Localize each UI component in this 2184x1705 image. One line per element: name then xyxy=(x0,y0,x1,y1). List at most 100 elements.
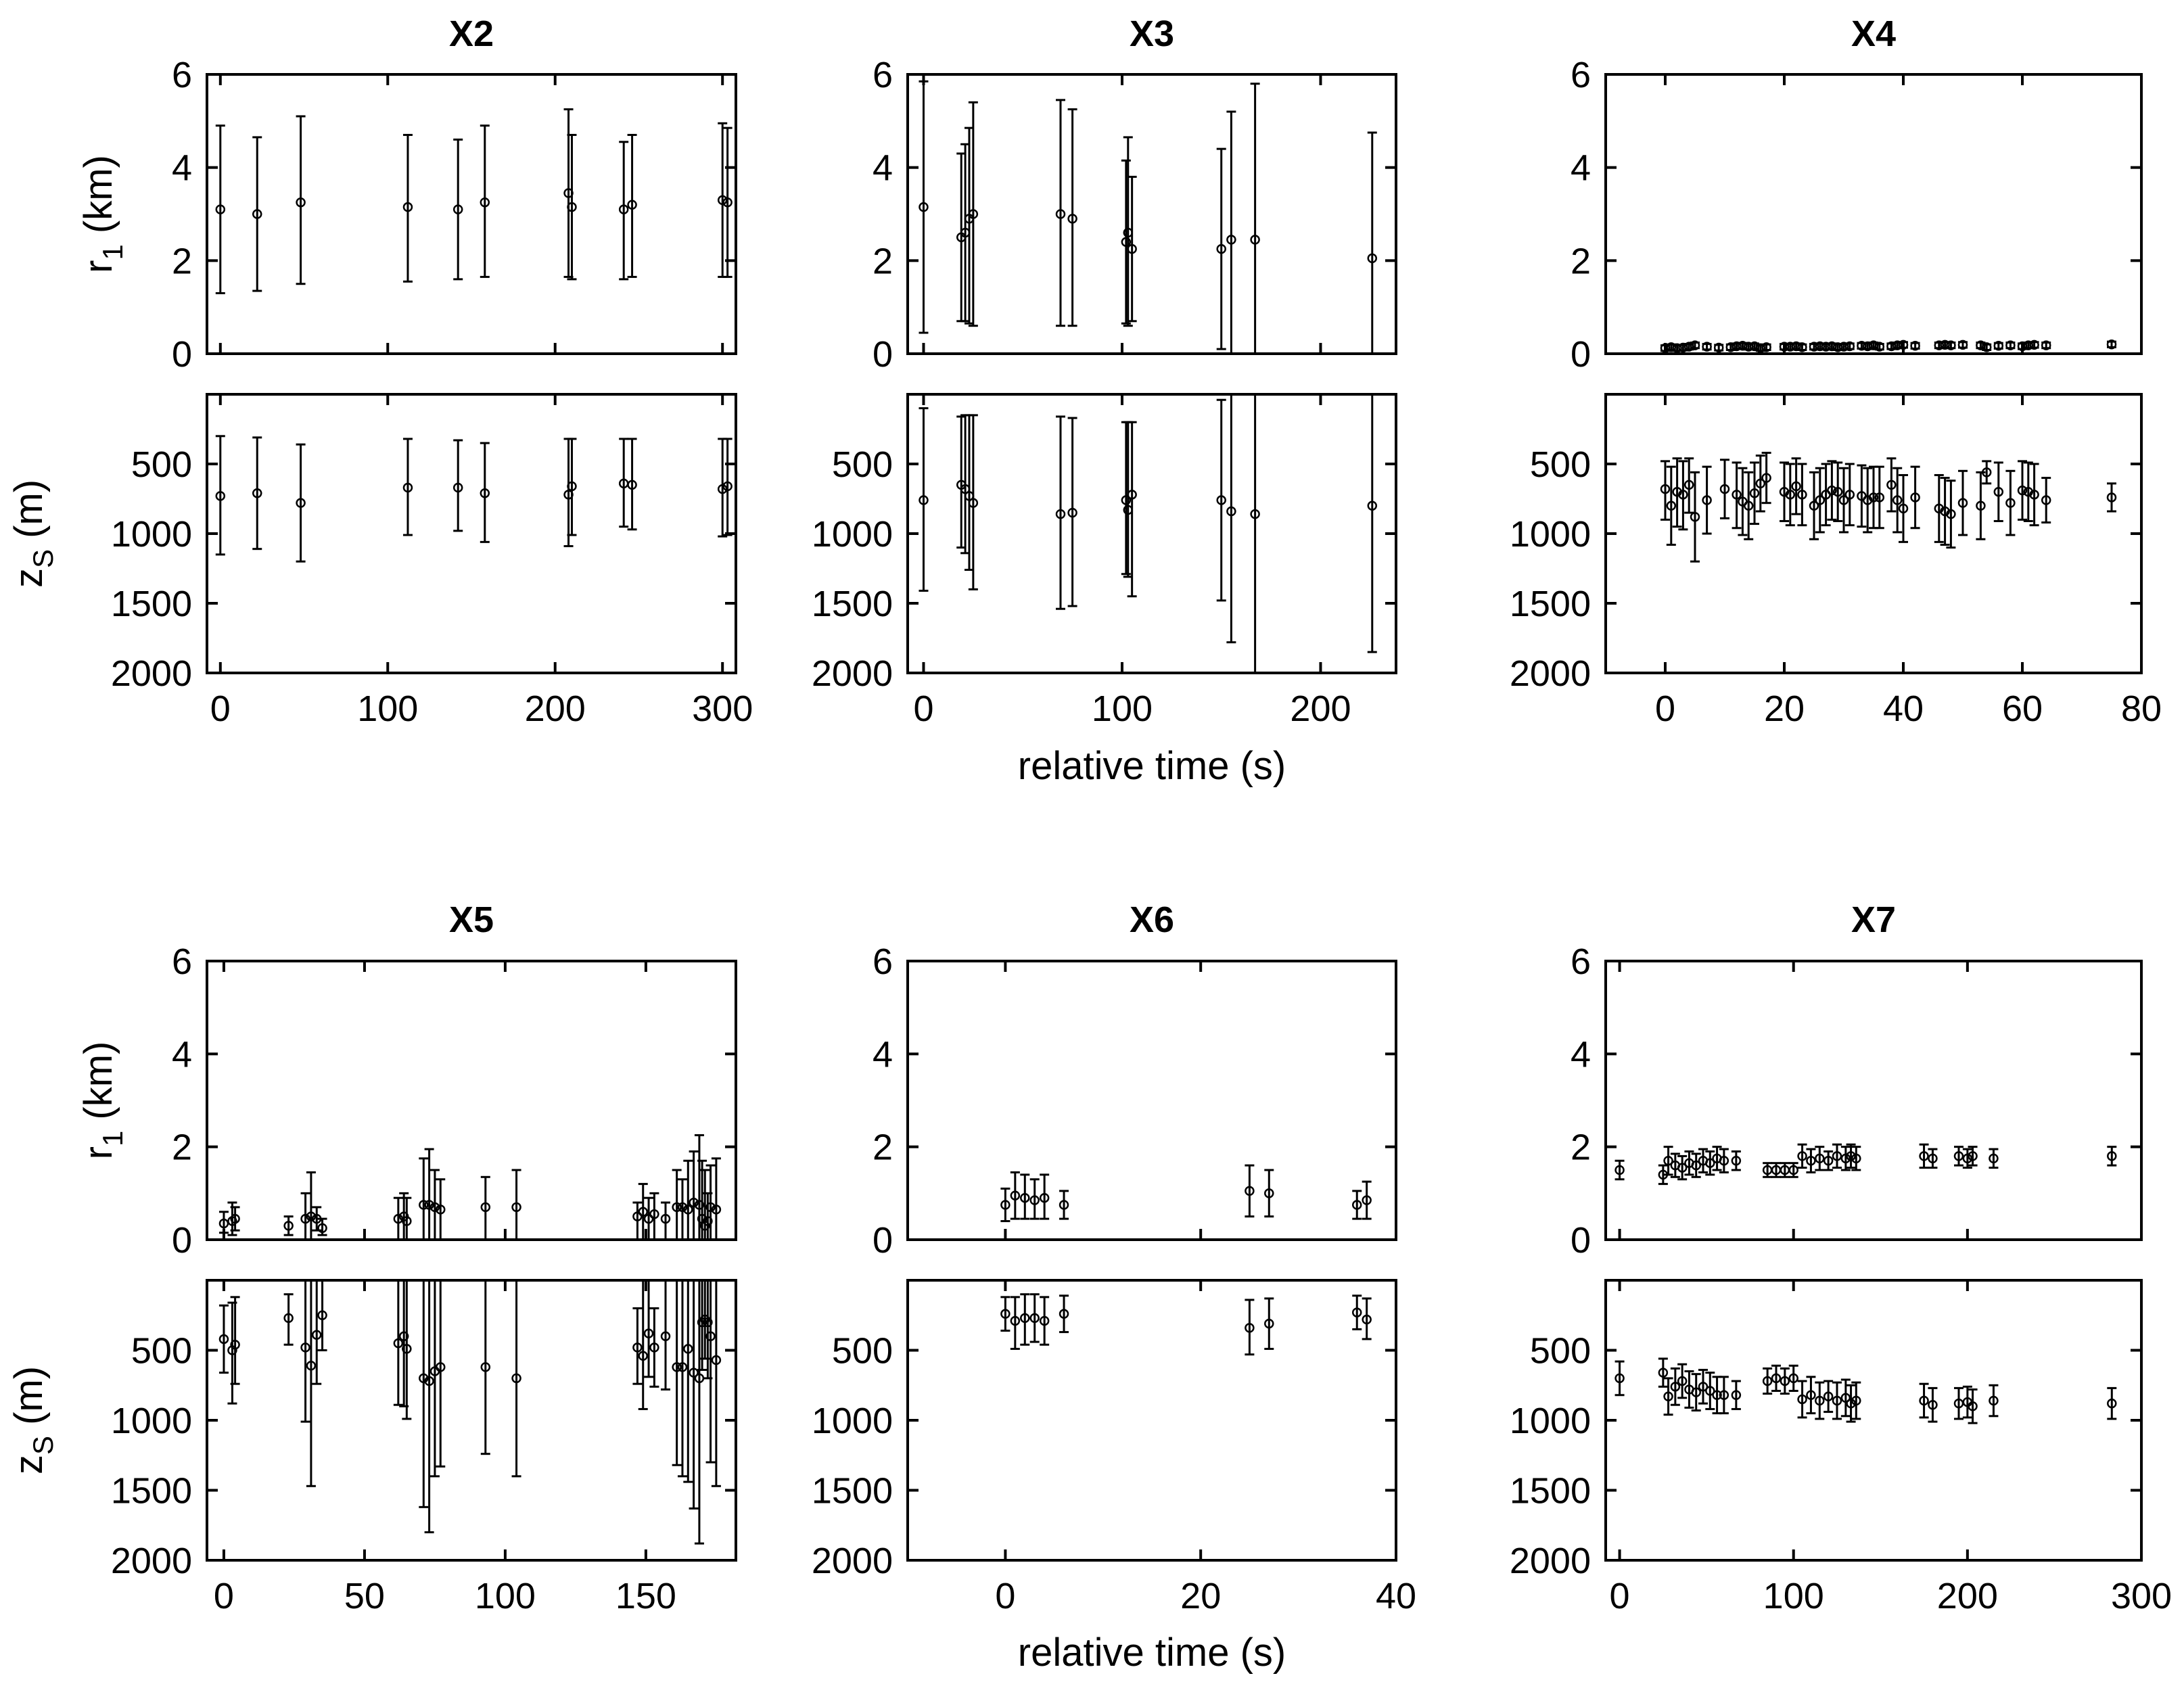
xlabel: relative time (s) xyxy=(1018,744,1286,788)
data-point xyxy=(1898,340,1909,350)
xtick-label: 150 xyxy=(615,1576,676,1616)
data-point xyxy=(1678,490,1688,500)
data-point xyxy=(1785,342,1796,352)
data-point xyxy=(1245,1323,1255,1333)
data-point xyxy=(452,482,463,493)
data-point xyxy=(1910,492,1920,503)
data-point xyxy=(1862,341,1873,352)
r1-ytick-label: 2 xyxy=(172,1127,192,1168)
data-point xyxy=(1827,341,1837,352)
data-point xyxy=(1039,1192,1050,1203)
data-point xyxy=(1351,1200,1362,1210)
r1-ytick-label: 0 xyxy=(1571,1220,1591,1261)
data-point xyxy=(1663,1156,1673,1166)
data-point xyxy=(627,480,637,490)
data-point xyxy=(1761,473,1771,483)
data-point xyxy=(1874,342,1885,352)
xtick-label: 300 xyxy=(2111,1576,2172,1616)
r1-ytick-label: 0 xyxy=(172,1220,192,1261)
zs-ytick-label: 500 xyxy=(131,1331,192,1372)
data-point xyxy=(1989,1153,1999,1164)
data-point xyxy=(968,498,979,508)
r1-axes-box xyxy=(906,960,1397,1241)
data-point xyxy=(1367,253,1378,264)
xtick-label: 0 xyxy=(913,688,933,729)
data-point xyxy=(1771,1373,1782,1384)
xtick-label: 80 xyxy=(2121,688,2162,729)
data-point xyxy=(1809,500,1819,511)
data-point xyxy=(2107,1151,2117,1161)
data-point xyxy=(1666,342,1677,352)
data-point xyxy=(1725,342,1736,352)
data-point xyxy=(1663,1391,1673,1402)
r1-data-points xyxy=(215,108,733,295)
data-point xyxy=(1059,1200,1069,1210)
zs-ytick-label: 1500 xyxy=(1510,1471,1591,1512)
data-point xyxy=(1809,342,1819,352)
panel-title: X3 xyxy=(1130,14,1174,54)
panel-x7: X7 0 2 4 6 500 1000 1500 2000 0 100 200 300 xyxy=(1510,900,2172,1616)
data-point xyxy=(1844,341,1855,352)
zs-data-points xyxy=(218,1280,722,1545)
r1-axes-box xyxy=(1604,73,2143,355)
xtick-label: 100 xyxy=(1763,1576,1824,1616)
r1-ytick-label: 2 xyxy=(1571,1127,1591,1168)
data-point xyxy=(1785,490,1796,500)
data-point xyxy=(1660,484,1671,494)
r1-ytick-label: 2 xyxy=(873,241,893,281)
zs-ytick-label: 2000 xyxy=(1510,1541,1591,1581)
data-point xyxy=(1067,214,1077,224)
data-point xyxy=(1719,484,1730,494)
panel-x6: X6 0 2 4 6 500 1000 1500 2000 0 20 40 relative time … xyxy=(812,900,1416,1675)
data-point xyxy=(567,202,577,212)
data-point xyxy=(424,1200,434,1210)
data-point xyxy=(1712,1390,1722,1400)
data-point xyxy=(1127,243,1137,254)
data-point xyxy=(1851,1395,1861,1406)
data-point xyxy=(1806,1156,1816,1166)
data-point xyxy=(1846,1398,1856,1409)
r1-ytick-label: 0 xyxy=(873,334,893,375)
r1-axes-box xyxy=(906,73,1397,355)
data-point xyxy=(919,202,929,212)
r1-data-points xyxy=(1000,1164,1372,1223)
data-point xyxy=(1059,1309,1069,1319)
data-point xyxy=(722,481,733,492)
data-point xyxy=(1791,481,1801,492)
data-point xyxy=(511,1202,521,1213)
panel-x2: X2 0 2 4 6 500 1000 1500 2000 0 100 200 300 r1 (km) zS… xyxy=(7,14,753,729)
data-point xyxy=(722,197,733,208)
r1-ytick-label: 4 xyxy=(1571,148,1591,189)
data-point xyxy=(1245,1186,1255,1196)
data-point xyxy=(1362,1195,1372,1205)
data-point xyxy=(230,1339,240,1350)
data-point xyxy=(1264,1318,1274,1329)
r1-data-points xyxy=(218,1134,722,1240)
data-point xyxy=(429,1202,440,1213)
data-point xyxy=(480,197,490,208)
data-point xyxy=(1020,1192,1030,1203)
data-point xyxy=(1010,1190,1021,1201)
data-point xyxy=(1976,500,1986,511)
data-point xyxy=(1840,1153,1851,1164)
data-point xyxy=(1000,1200,1010,1210)
data-point xyxy=(1844,490,1855,500)
xtick-label: 200 xyxy=(525,688,586,729)
data-point xyxy=(1367,500,1378,511)
data-point xyxy=(452,204,463,214)
data-point xyxy=(1832,342,1843,352)
data-point xyxy=(1121,237,1132,248)
data-point xyxy=(711,1205,722,1215)
data-point xyxy=(919,495,929,505)
data-point xyxy=(1788,1373,1798,1384)
data-point xyxy=(2041,340,2051,350)
data-point xyxy=(1250,509,1260,519)
data-point xyxy=(1940,340,1950,350)
data-point xyxy=(1698,1382,1709,1392)
data-point xyxy=(1264,1188,1274,1198)
data-point xyxy=(649,1209,659,1219)
zs-ytick-label: 1500 xyxy=(812,1471,893,1512)
data-point xyxy=(1660,343,1671,353)
data-point xyxy=(1898,503,1909,514)
xtick-label: 100 xyxy=(357,688,418,729)
